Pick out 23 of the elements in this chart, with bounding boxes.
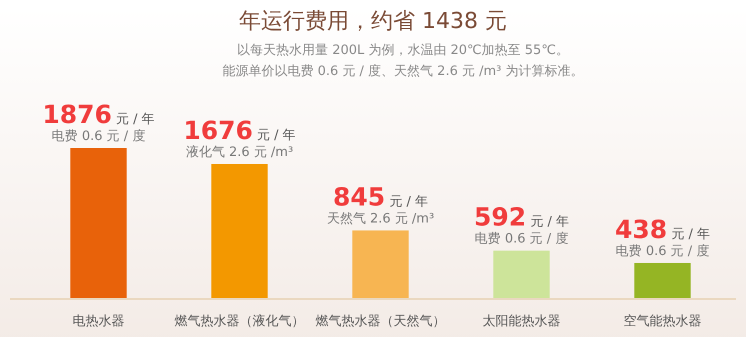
data-label: 438 元 / 年 [615, 214, 710, 244]
annotation: 电费 0.6 元 / 度 [52, 128, 146, 144]
x-tick-label: 电热水器 [72, 314, 124, 329]
bar [70, 148, 127, 298]
data-label: 845 元 / 年 [333, 182, 428, 212]
annotation: 电费 0.6 元 / 度 [616, 242, 710, 259]
chart-title: 年运行费用，约省 1438 元 [239, 9, 507, 34]
bar [211, 164, 268, 298]
bar [493, 250, 550, 298]
bar [352, 230, 409, 298]
chart-subtitle: 以每天热水用量 200L 为例，水温由 20℃加热至 55℃。 [237, 43, 569, 58]
annotation: 电费 0.6 元 / 度 [474, 230, 568, 247]
x-tick-label: 太阳能热水器 [482, 314, 560, 329]
annotation: 液化气 2.6 元 /m³ [186, 144, 294, 160]
x-tick-label: 燃气热水器（天然气） [316, 314, 446, 329]
annotation: 天然气 2.6 元 /m³ [326, 211, 434, 226]
x-tick-label: 燃气热水器（液化气） [174, 314, 304, 329]
data-label: 1876 元 / 年 [42, 100, 155, 129]
data-label: 592 元 / 年 [474, 202, 569, 232]
data-label: 1676 元 / 年 [183, 116, 296, 145]
text: 能源单价以电费 0.6 元 / 度、天然气 2.6 元 /m³ 为计算标准。 [222, 63, 584, 79]
x-tick-label: 空气能热水器 [624, 314, 702, 329]
bar [634, 262, 691, 298]
